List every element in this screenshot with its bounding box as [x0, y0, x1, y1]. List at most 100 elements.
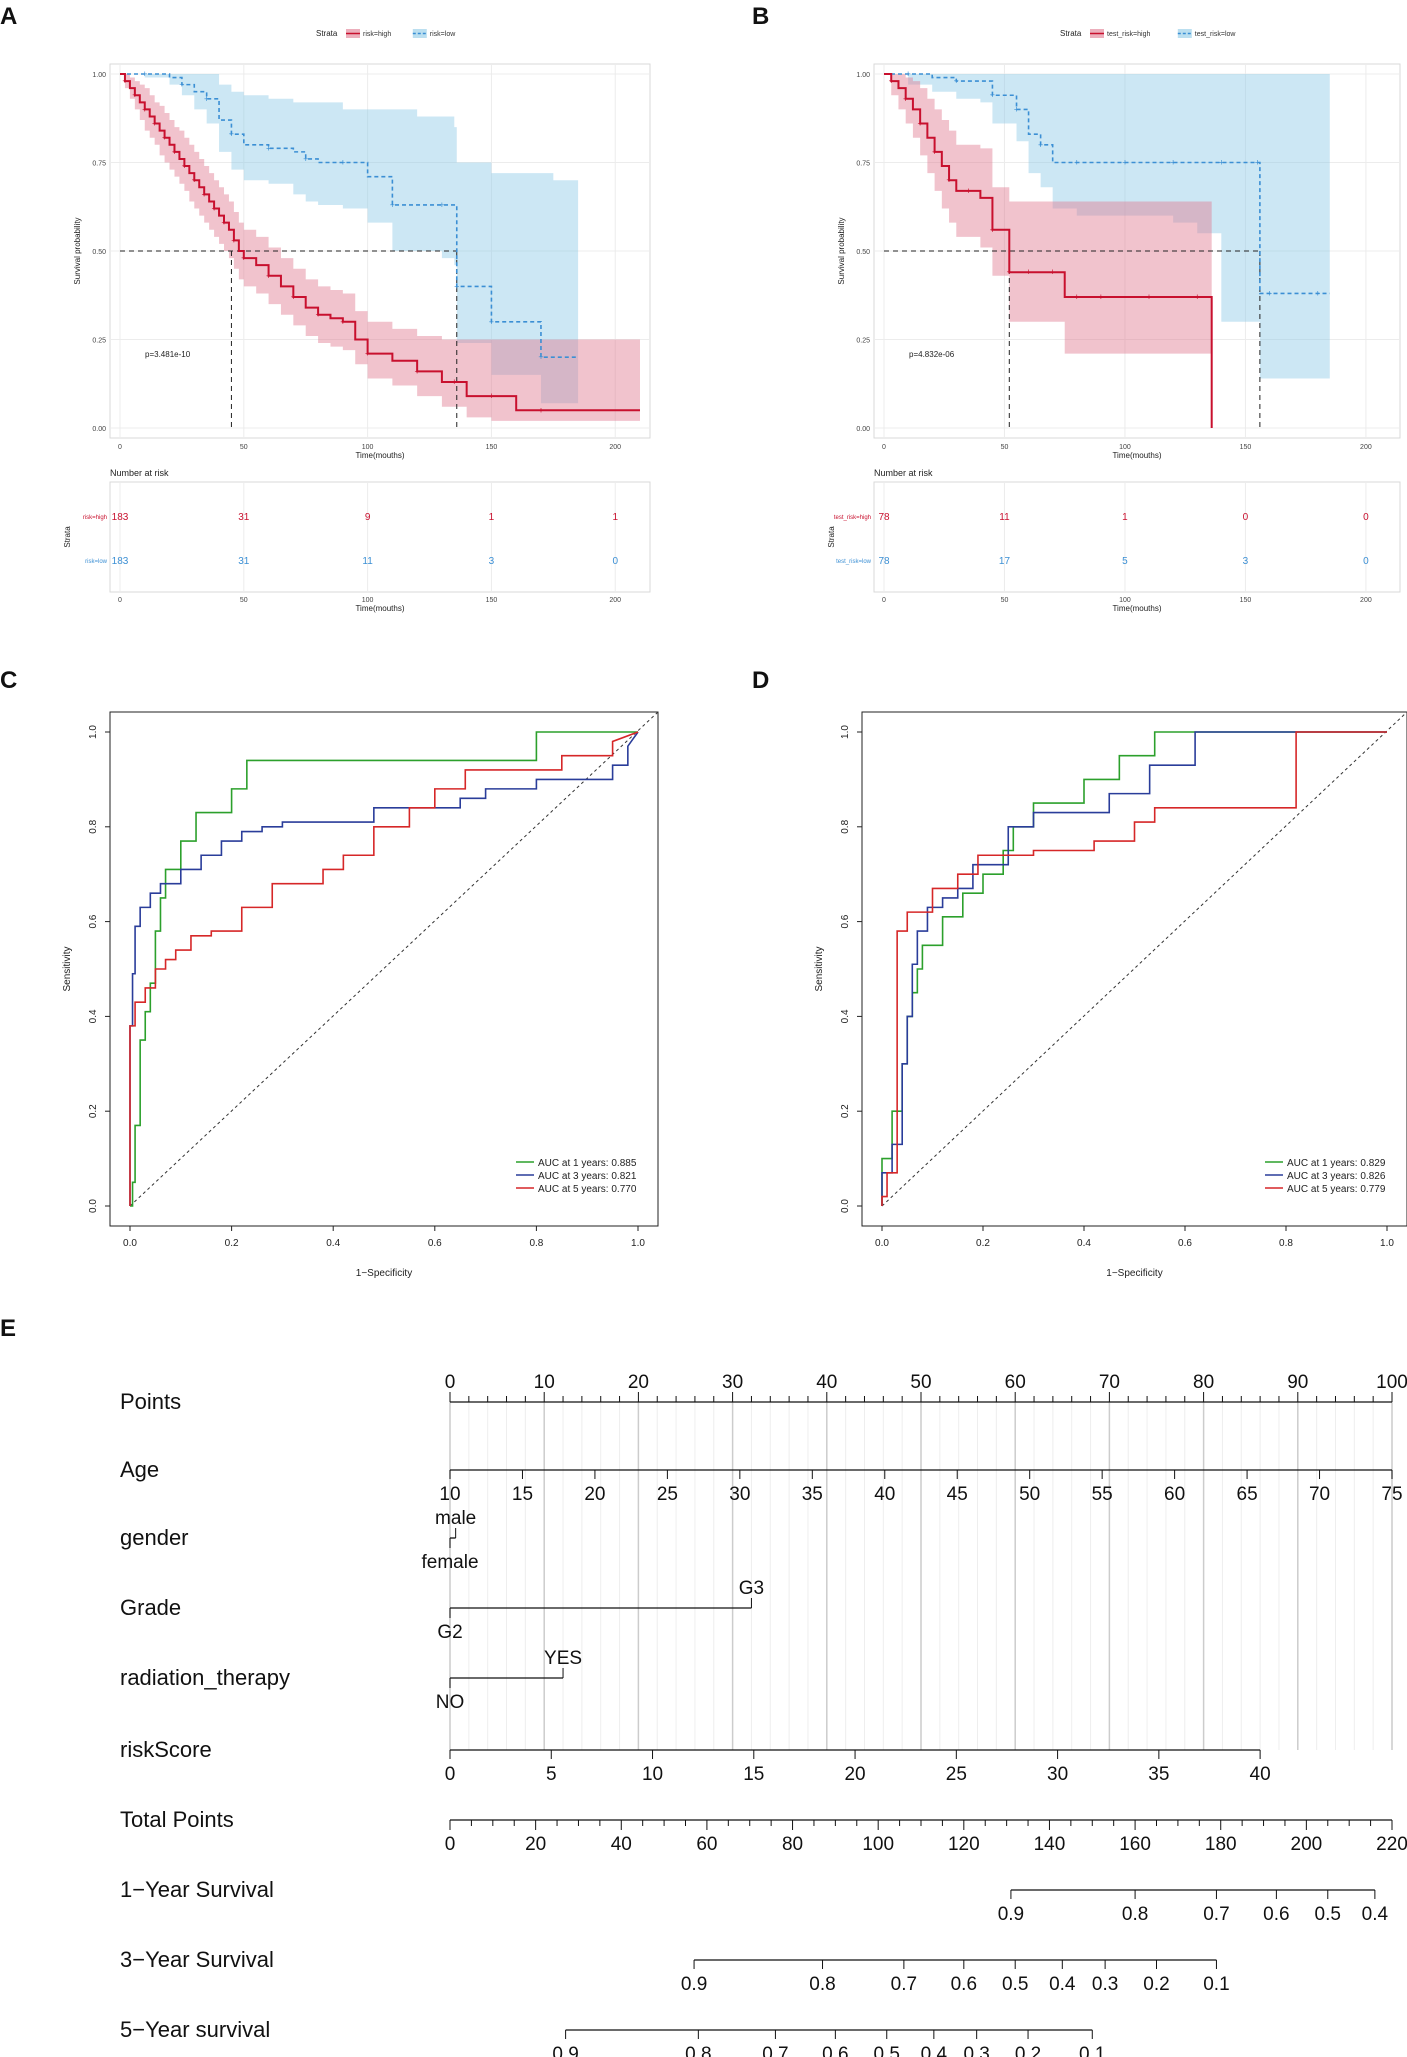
nomogram-tick-label: 0.4	[1362, 1904, 1389, 1925]
roc-y-tick-label: 0.4	[840, 1009, 851, 1023]
km-y-tick-label: 0.00	[92, 426, 106, 433]
roc-legend-entry: AUC at 5 years: 0.779	[1287, 1184, 1386, 1195]
roc-y-tick-label: 0.2	[840, 1104, 851, 1118]
nomogram-tick-label: 0	[445, 1372, 456, 1393]
nomogram-tick-label: 0.6	[1263, 1904, 1289, 1925]
risk-table-value: 0	[612, 556, 618, 567]
roc-curve-5yr	[129, 731, 639, 1206]
nomogram-tick-label: 0.7	[1203, 1904, 1229, 1925]
km-censor-mark: +	[1007, 267, 1012, 277]
nomogram-tick-label: 0.3	[1092, 1974, 1118, 1995]
km-y-axis-label: Survival probability	[837, 217, 846, 284]
km-censor-mark: +	[172, 147, 177, 157]
roc-curve-1yr	[130, 731, 638, 1207]
risk-table-title: Number at risk	[874, 468, 933, 478]
risk-table-x-tick: 50	[1001, 597, 1009, 604]
nomogram-tick-label: 0.5	[874, 2044, 900, 2057]
km-y-tick-label: 1.00	[92, 72, 106, 79]
risk-table-value: 0	[1363, 556, 1369, 567]
km-censor-mark: +	[192, 175, 197, 185]
risk-table-value: 17	[999, 556, 1011, 567]
roc-y-axis-label: Sensitivity	[62, 946, 73, 991]
nomogram-tick-label: 30	[1047, 1764, 1068, 1785]
roc-x-tick-label: 0.8	[1279, 1238, 1293, 1249]
km-y-tick-label: 0.50	[92, 249, 106, 256]
nomogram-tick-label: 25	[657, 1484, 678, 1505]
km-censor-mark: +	[1171, 158, 1176, 168]
nomogram-tick-label: 0.1	[1079, 2044, 1105, 2057]
nomogram-tick-label: 10	[534, 1372, 555, 1393]
nomogram-tick-label: 40	[816, 1372, 837, 1393]
roc-legend-entry: AUC at 1 years: 0.829	[1287, 1158, 1386, 1169]
km-censor-mark: +	[1026, 267, 1031, 277]
nomogram-tick-label: 120	[948, 1834, 980, 1855]
km-pvalue: p=4.832e-06	[909, 350, 955, 359]
km-x-tick-label: 200	[609, 444, 621, 451]
nomogram-tick-label: 30	[729, 1484, 750, 1505]
km-censor-mark: +	[1098, 292, 1103, 302]
km-censor-mark: +	[142, 69, 147, 79]
nomogram-tick-label: 0.9	[552, 2044, 578, 2057]
km-censor-mark: +	[889, 76, 894, 86]
km-ci-band-high	[120, 74, 640, 421]
roc-x-axis-label: 1−Specificity	[1106, 1268, 1162, 1279]
km-censor-mark: +	[1267, 288, 1272, 298]
km-x-axis-label: Time(mouths)	[355, 451, 404, 460]
km-x-tick-label: 0	[882, 444, 886, 451]
km-censor-mark: +	[365, 349, 370, 359]
risk-table-value: 31	[238, 512, 250, 523]
risk-table-value: 1	[612, 512, 618, 523]
nomogram-tick-label: 40	[874, 1484, 895, 1505]
km-censor-mark: +	[122, 76, 127, 86]
risk-table-value: 78	[878, 556, 890, 567]
panel-letter-a: A	[0, 3, 17, 30]
risk-table-x-tick: 0	[118, 597, 122, 604]
km-x-tick-label: 150	[1240, 444, 1252, 451]
nomogram-tick-label: 20	[844, 1764, 865, 1785]
roc-legend-entry: AUC at 3 years: 0.821	[538, 1171, 637, 1182]
nomogram-tick-label: 0.2	[1015, 2044, 1041, 2057]
km-y-tick-label: 0.00	[856, 426, 870, 433]
nomogram-tick-label: 0.1	[1203, 1974, 1229, 1995]
km-y-tick-label: 0.75	[92, 161, 106, 168]
km-censor-mark: +	[990, 90, 995, 100]
roc-y-tick-label: 1.0	[88, 725, 99, 739]
nomogram-tick-label: 45	[947, 1484, 968, 1505]
panel-letters: A B C D E	[0, 3, 769, 1342]
nomogram-tick-label: 0.6	[951, 1974, 977, 1995]
km-censor-mark: +	[211, 204, 216, 214]
roc-y-tick-label: 0.6	[840, 914, 851, 928]
km-censor-mark: +	[241, 253, 246, 263]
km-pvalue: p=3.481e-10	[145, 350, 191, 359]
roc-legend-entry: AUC at 3 years: 0.826	[1287, 1171, 1386, 1182]
km-censor-mark: +	[903, 94, 908, 104]
roc-y-tick-label: 0.0	[840, 1199, 851, 1213]
roc-diagonal-reference	[129, 711, 659, 1207]
nomogram-tick-label: 35	[1148, 1764, 1169, 1785]
roc-y-tick-label: 0.6	[88, 914, 99, 928]
km-censor-mark: +	[229, 129, 234, 139]
km-censor-mark: +	[990, 225, 995, 235]
roc-legend-box	[512, 1151, 648, 1199]
nomogram-tick-label: 100	[862, 1834, 894, 1855]
nomogram-tick-label: 10	[439, 1484, 460, 1505]
panel-letter-d: D	[752, 667, 769, 694]
km-censor-mark: +	[1038, 140, 1043, 150]
km-x-tick-label: 100	[1119, 444, 1131, 451]
nomogram-tick-label: 0.7	[762, 2044, 788, 2057]
km-x-tick-label: 50	[240, 444, 248, 451]
roc-x-tick-label: 0.2	[976, 1238, 990, 1249]
km-censor-mark: +	[202, 189, 207, 199]
km-censor-mark: +	[266, 271, 271, 281]
nomogram-level-label: G3	[739, 1578, 764, 1599]
km-censor-mark: +	[182, 161, 187, 171]
risk-table-frame	[873, 481, 1401, 593]
km-x-tick-label: 50	[1001, 444, 1009, 451]
km-ci-band-low	[120, 74, 579, 404]
risk-table-x-label: Time(mouths)	[355, 604, 404, 613]
risk-table-strata-label: Strata	[63, 526, 72, 548]
km-censor-mark: +	[1315, 288, 1320, 298]
nomogram-tick-label: 25	[946, 1764, 967, 1785]
km-censor-mark: +	[918, 119, 923, 129]
